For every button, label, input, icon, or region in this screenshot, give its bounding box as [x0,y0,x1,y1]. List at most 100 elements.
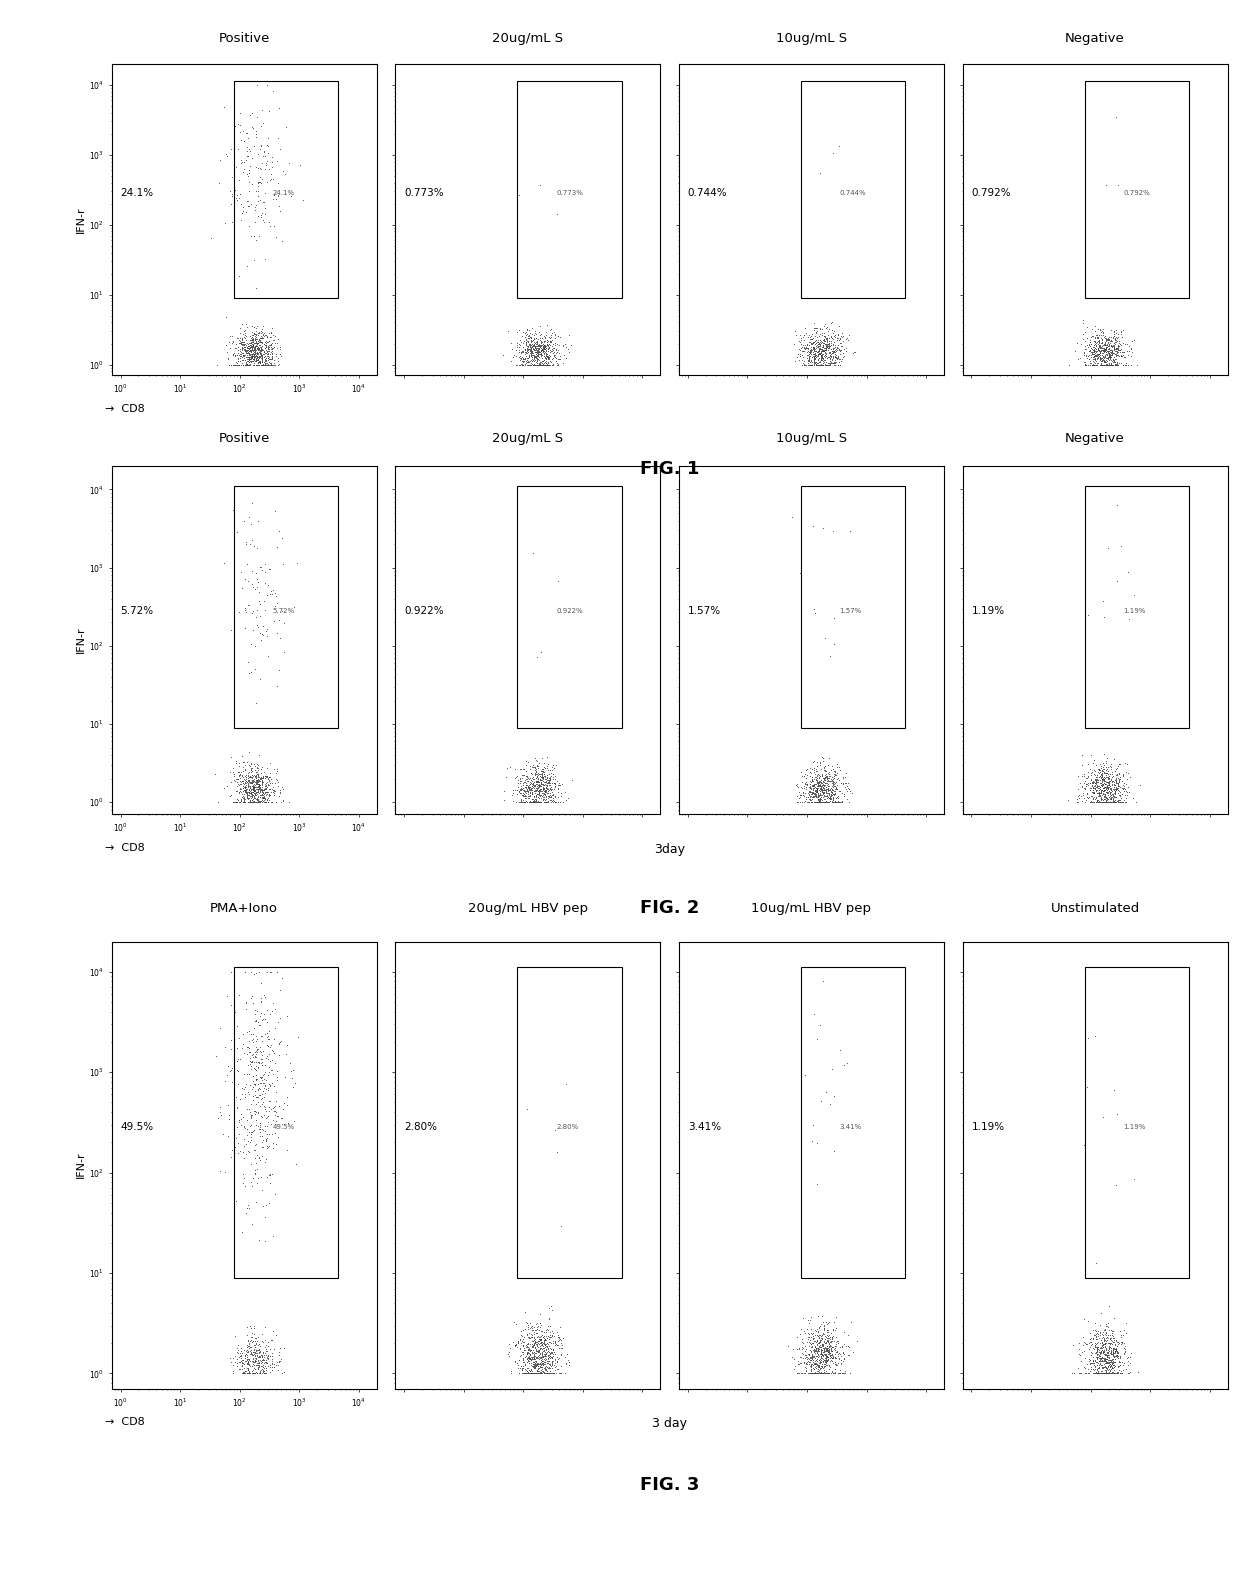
Point [805,1344,825,1369]
Point [832,1361,852,1387]
Point [817,1361,837,1387]
Point [802,1321,822,1347]
Point [531,335,551,361]
Point [238,785,258,811]
Point [813,330,833,356]
Point [237,777,257,803]
Point [807,1331,827,1357]
Point [1085,326,1105,351]
Point [1078,343,1097,369]
Point [811,351,831,377]
Point [808,1329,828,1355]
Point [255,1080,275,1106]
Point [227,1049,247,1074]
Point [534,764,554,790]
Point [1090,780,1110,806]
Point [1094,1345,1114,1371]
Point [1105,1361,1125,1387]
Point [542,1339,562,1365]
Point [512,348,532,373]
Point [515,777,534,803]
Point [805,1352,825,1377]
Point [791,782,811,808]
Point [262,351,281,377]
Point [531,790,551,816]
Point [830,753,849,779]
Point [255,156,275,182]
Point [813,335,833,361]
Point [808,1361,828,1387]
Point [532,758,552,784]
Point [531,334,551,359]
Point [1094,1334,1114,1360]
Point [1085,1361,1105,1387]
Point [237,782,257,808]
Point [239,342,259,367]
Point [229,351,249,377]
Point [541,329,560,354]
Point [1122,329,1142,354]
Point [241,1360,260,1385]
Point [818,334,838,359]
Point [236,991,255,1017]
Point [1099,1361,1118,1387]
Point [239,160,259,185]
Point [532,1350,552,1376]
Point [242,757,262,782]
Point [1109,772,1128,798]
Point [1069,785,1089,811]
Point [260,1073,280,1098]
Point [244,343,264,369]
Point [1085,1361,1105,1387]
Point [547,1353,567,1379]
Point [254,340,274,365]
Point [507,334,527,359]
Point [259,99,279,124]
Point [1107,1342,1127,1368]
Point [258,1329,278,1355]
Point [805,343,825,369]
Point [812,345,832,370]
Point [1075,351,1095,377]
Point [802,1361,822,1387]
Point [246,227,265,252]
Point [1099,1361,1118,1387]
Point [817,1336,837,1361]
Point [811,346,831,372]
Point [810,782,830,808]
Point [1099,1336,1118,1361]
Point [543,340,563,365]
Point [537,345,557,370]
Point [1087,764,1107,790]
Point [272,1361,291,1387]
Point [807,777,827,803]
Point [1107,351,1127,377]
Point [246,327,265,353]
Point [805,771,825,796]
Point [1121,1350,1141,1376]
Point [529,1355,549,1381]
Point [1092,337,1112,362]
Point [236,774,255,800]
Point [799,1325,818,1350]
Point [536,345,556,370]
Point [249,1349,269,1374]
Point [1104,1361,1123,1387]
Point [818,334,838,359]
Point [1090,338,1110,364]
Point [822,338,842,364]
Point [1102,342,1122,367]
Point [533,784,553,809]
Point [244,223,264,249]
Point [253,1352,273,1377]
Point [1087,329,1107,354]
Point [815,1326,835,1352]
Point [252,1085,272,1111]
Point [252,777,272,803]
Point [804,784,823,809]
Point [812,1337,832,1363]
Point [1068,790,1087,816]
Point [238,1096,258,1122]
Point [827,345,847,370]
Point [1097,326,1117,351]
